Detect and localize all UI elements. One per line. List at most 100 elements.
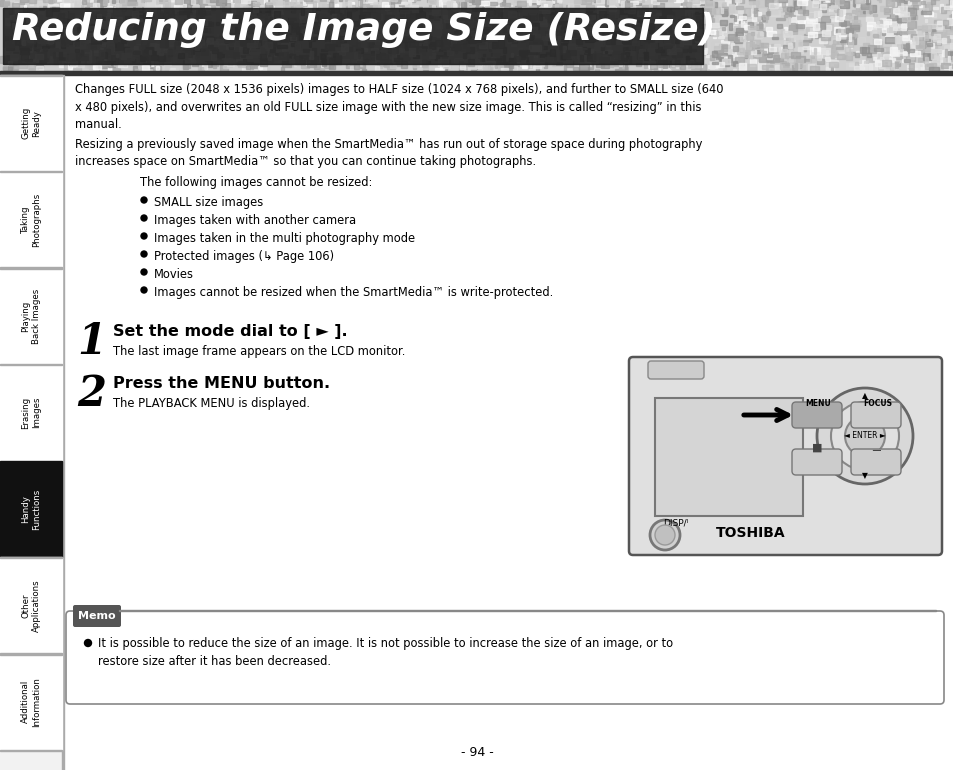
Bar — [794, 62, 801, 67]
Bar — [59, 54, 68, 60]
Bar — [225, 53, 233, 57]
Bar — [800, 4, 803, 8]
Bar — [809, 65, 819, 72]
Bar — [302, 10, 311, 14]
Bar — [538, 17, 545, 25]
Bar — [208, 45, 214, 49]
Bar — [947, 3, 953, 8]
Bar — [865, 8, 868, 14]
Bar — [57, 23, 65, 28]
Bar — [138, 45, 149, 49]
Bar — [736, 6, 742, 9]
Bar — [688, 4, 695, 8]
Bar — [615, 69, 624, 71]
Bar — [486, 59, 495, 63]
Bar — [528, 13, 537, 20]
Bar — [208, 27, 213, 33]
Bar — [781, 53, 787, 58]
Bar — [923, 8, 927, 11]
Bar — [3, 46, 12, 54]
Bar — [747, 21, 753, 29]
Bar — [652, 65, 659, 71]
Bar — [897, 28, 902, 35]
Bar — [423, 65, 428, 70]
Bar — [454, 0, 457, 3]
Bar — [491, 59, 494, 60]
Bar — [35, 30, 40, 38]
Bar — [432, 5, 435, 8]
Bar — [922, 11, 924, 14]
Bar — [388, 5, 393, 11]
Bar — [858, 60, 867, 64]
Bar — [595, 42, 603, 46]
Bar — [452, 6, 460, 10]
Bar — [588, 28, 598, 35]
Bar — [840, 22, 845, 26]
Bar — [714, 43, 720, 46]
Bar — [340, 10, 344, 15]
Bar — [764, 0, 772, 6]
Bar — [359, 23, 366, 27]
Bar — [466, 40, 476, 42]
Bar — [334, 60, 336, 64]
Bar — [819, 5, 824, 9]
Bar — [890, 0, 898, 6]
Bar — [108, 6, 114, 9]
Bar — [545, 8, 554, 11]
Bar — [150, 0, 157, 4]
Bar — [474, 22, 483, 28]
Bar — [134, 27, 138, 31]
Bar — [576, 49, 585, 52]
Bar — [885, 17, 894, 20]
Bar — [0, 172, 62, 268]
Bar — [121, 40, 126, 43]
Bar — [889, 50, 899, 56]
Bar — [902, 15, 909, 21]
Bar — [794, 1, 796, 7]
Bar — [917, 29, 920, 35]
Bar — [182, 64, 188, 69]
Bar — [114, 3, 118, 11]
Bar — [176, 52, 181, 57]
Bar — [34, 65, 44, 69]
Bar — [760, 35, 762, 37]
Bar — [11, 22, 17, 30]
Bar — [105, 48, 110, 51]
Bar — [453, 5, 460, 12]
Bar — [738, 63, 745, 70]
Bar — [547, 15, 557, 22]
Bar — [336, 22, 339, 30]
Bar — [202, 21, 208, 28]
Bar — [359, 30, 361, 34]
Bar — [945, 30, 952, 34]
Bar — [581, 33, 584, 37]
Bar — [783, 34, 788, 39]
Bar — [235, 18, 243, 25]
Bar — [718, 3, 724, 9]
Bar — [949, 42, 953, 49]
Bar — [281, 49, 286, 55]
Bar — [674, 25, 678, 28]
Bar — [825, 51, 827, 55]
Bar — [781, 63, 787, 69]
Bar — [35, 26, 41, 28]
Bar — [930, 62, 939, 67]
Bar — [477, 38, 484, 45]
Bar — [651, 42, 657, 48]
Bar — [310, 15, 315, 19]
Bar — [241, 31, 243, 35]
Bar — [184, 0, 190, 4]
Bar — [838, 8, 844, 15]
Bar — [116, 29, 118, 36]
Bar — [518, 49, 527, 55]
Bar — [904, 20, 913, 26]
Bar — [813, 49, 815, 54]
Bar — [851, 20, 859, 26]
Bar — [889, 20, 895, 25]
Bar — [670, 64, 679, 69]
Bar — [222, 55, 230, 61]
Bar — [704, 2, 713, 7]
Bar — [891, 0, 900, 6]
Bar — [784, 62, 788, 65]
Bar — [921, 10, 924, 13]
